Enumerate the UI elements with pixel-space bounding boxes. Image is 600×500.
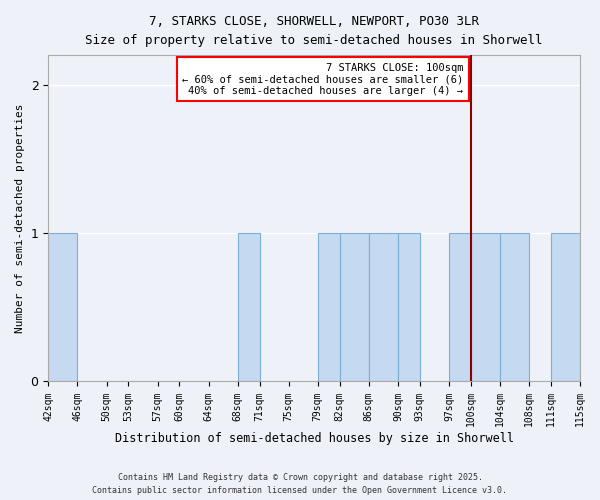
Bar bbox=[48, 233, 77, 382]
Text: Contains HM Land Registry data © Crown copyright and database right 2025.
Contai: Contains HM Land Registry data © Crown c… bbox=[92, 474, 508, 495]
Y-axis label: Number of semi-detached properties: Number of semi-detached properties bbox=[15, 104, 25, 333]
Bar bbox=[318, 233, 340, 382]
Bar bbox=[238, 233, 260, 382]
Bar bbox=[500, 233, 529, 382]
Title: 7, STARKS CLOSE, SHORWELL, NEWPORT, PO30 3LR
Size of property relative to semi-d: 7, STARKS CLOSE, SHORWELL, NEWPORT, PO30… bbox=[85, 15, 543, 47]
Bar bbox=[449, 233, 471, 382]
Bar bbox=[398, 233, 420, 382]
Bar bbox=[551, 233, 580, 382]
Bar bbox=[471, 233, 500, 382]
Text: 7 STARKS CLOSE: 100sqm
← 60% of semi-detached houses are smaller (6)
40% of semi: 7 STARKS CLOSE: 100sqm ← 60% of semi-det… bbox=[182, 62, 463, 96]
X-axis label: Distribution of semi-detached houses by size in Shorwell: Distribution of semi-detached houses by … bbox=[115, 432, 514, 445]
Bar bbox=[340, 233, 369, 382]
Bar bbox=[369, 233, 398, 382]
